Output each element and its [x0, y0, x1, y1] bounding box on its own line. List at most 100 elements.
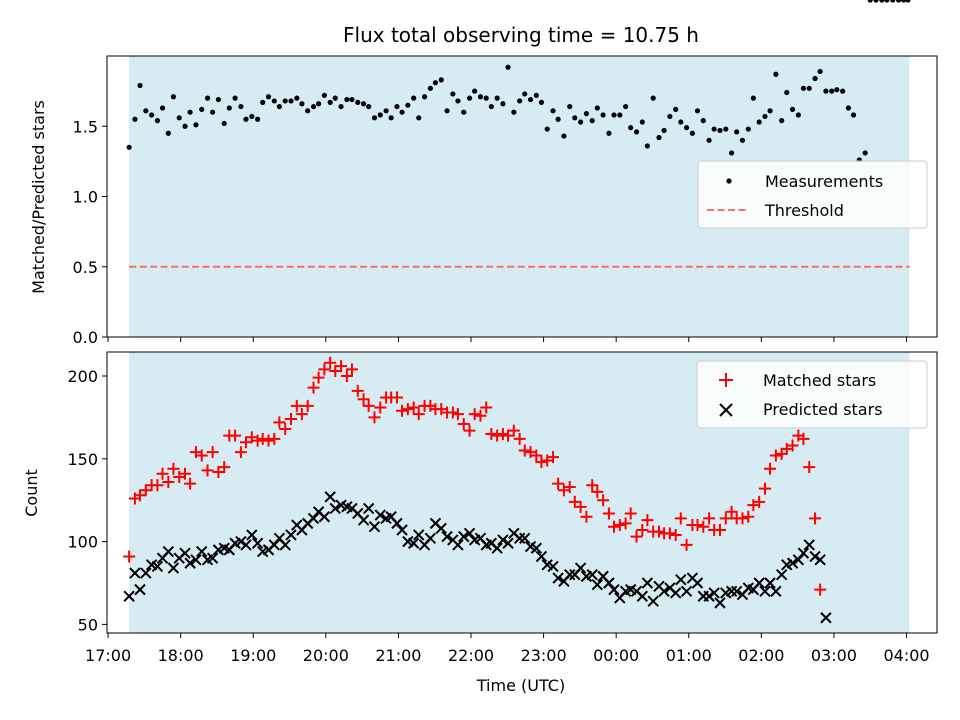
predicted-star-point	[519, 532, 531, 544]
y-tick-label: 1.0	[73, 188, 98, 207]
predicted-star-point	[324, 491, 336, 503]
predicted-star-point	[641, 577, 654, 589]
predicted-star-point	[786, 557, 799, 569]
measurement-point	[800, 85, 807, 91]
measurement-point	[366, 103, 372, 110]
matched-star-point	[797, 432, 810, 445]
matched-star-point	[324, 356, 337, 369]
matched-star-point	[156, 467, 169, 480]
predicted-star-point	[441, 530, 453, 543]
bottom-panel: 50 100 150 200 17:00 18:00 19:00 20:00 21:00 22:…	[22, 352, 938, 695]
predicted-star-point	[714, 597, 726, 609]
predicted-star-point	[246, 529, 258, 541]
measurement-point	[767, 108, 773, 114]
matched-stars-points	[123, 356, 827, 596]
measurement-point	[444, 108, 450, 114]
measurement-point	[689, 130, 695, 136]
measurement-point	[700, 118, 706, 124]
matched-star-point	[390, 391, 403, 404]
measurement-point	[661, 127, 667, 134]
matched-star-point	[273, 416, 286, 429]
measurement-point	[711, 126, 717, 132]
chart-title: Flux total observing time = 10.75 h	[343, 23, 699, 47]
predicted-star-point	[675, 573, 687, 586]
measurement-point	[834, 87, 840, 93]
y-tick-label: 1.5	[73, 117, 98, 136]
measurement-point	[221, 120, 227, 127]
matched-star-point	[401, 403, 414, 416]
matched-star-point	[597, 494, 610, 507]
predicted-star-point	[703, 590, 715, 602]
matched-star-point	[764, 462, 777, 475]
matched-star-point	[507, 424, 520, 437]
measurement-point	[276, 103, 282, 110]
y-tick-label: 200	[67, 367, 98, 386]
matched-star-point	[312, 371, 325, 384]
predicted-star-point	[129, 567, 141, 579]
predicted-star-point	[190, 554, 202, 566]
matched-star-point	[613, 519, 626, 532]
measurement-point	[438, 77, 444, 83]
bottom-y-axis-label: Count	[22, 469, 41, 517]
x-tick-label: 17:00	[85, 646, 131, 665]
measurement-point	[890, 0, 896, 3]
measurement-point	[466, 95, 473, 101]
measurement-point	[639, 119, 645, 125]
measurement-point	[789, 106, 796, 112]
matched-star-point	[412, 408, 425, 421]
matched-star-point	[201, 464, 214, 477]
measurement-points	[126, 0, 911, 163]
measurement-point	[905, 0, 911, 3]
predicted-star-point	[179, 547, 191, 559]
matched-star-point	[279, 422, 292, 435]
measurement-point	[483, 95, 489, 101]
predicted-star-point	[764, 577, 776, 589]
measurement-point	[461, 109, 467, 115]
measurement-point	[182, 123, 188, 129]
predicted-star-point	[151, 560, 164, 573]
matched-star-point	[725, 505, 738, 518]
measurement-point	[294, 95, 300, 101]
predicted-star-point	[753, 577, 765, 589]
matched-star-point	[167, 462, 180, 475]
measurement-point	[840, 88, 846, 94]
matched-star-point	[496, 427, 509, 440]
measurement-point	[817, 68, 823, 75]
matched-star-point	[474, 409, 487, 422]
measurement-point	[656, 134, 662, 141]
matched-star-point	[547, 451, 560, 464]
predicted-star-point	[329, 502, 341, 515]
predicted-star-point	[647, 595, 659, 607]
matched-star-point	[480, 401, 493, 414]
predicted-star-point	[307, 512, 320, 525]
measurement-point	[170, 94, 177, 100]
top-legend[interactable]: Measurements Threshold	[697, 160, 928, 229]
bottom-legend[interactable]: Matched stars Predicted stars	[696, 360, 928, 429]
matched-star-point	[206, 446, 219, 459]
measurement-point	[901, 0, 907, 3]
top-y-ticks: 0.0 0.5 1.0 1.5	[73, 117, 107, 347]
matched-star-point	[697, 520, 710, 533]
predicted-star-point	[196, 545, 208, 558]
predicted-star-point	[391, 517, 403, 530]
measurement-point	[126, 144, 132, 150]
measurement-point	[349, 96, 355, 103]
predicted-star-point	[574, 562, 587, 574]
predicted-star-point	[279, 539, 291, 551]
measurement-point	[572, 115, 578, 121]
measurement-point	[154, 118, 161, 124]
predicted-star-point	[140, 567, 152, 579]
measurement-point	[204, 95, 211, 101]
matched-star-point	[123, 550, 136, 563]
matched-star-point	[468, 408, 481, 421]
matched-star-point	[179, 467, 192, 480]
measurement-point	[784, 89, 790, 96]
predicted-star-point	[497, 534, 509, 546]
measurement-point	[617, 112, 623, 118]
predicted-star-point	[770, 585, 782, 597]
measurement-point	[879, 0, 885, 3]
predicted-star-point	[368, 520, 381, 533]
x-tick-label: 04:00	[883, 646, 929, 665]
predicted-star-point	[513, 532, 526, 544]
